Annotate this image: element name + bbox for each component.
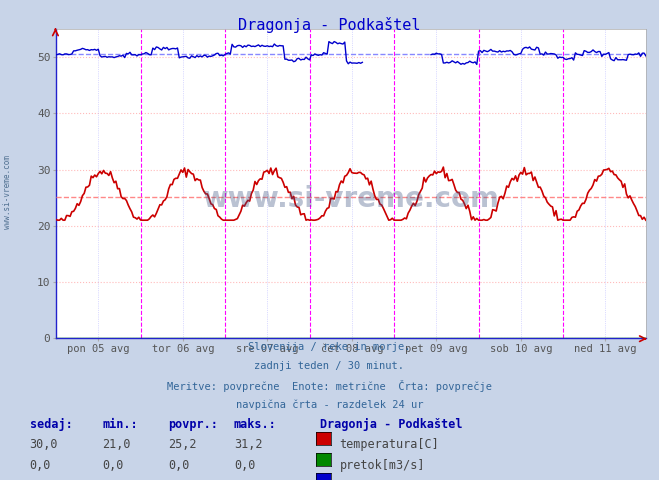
Text: povpr.:: povpr.: <box>168 418 218 431</box>
Text: min.:: min.: <box>102 418 138 431</box>
Text: zadnji teden / 30 minut.: zadnji teden / 30 minut. <box>254 361 405 371</box>
Text: 21,0: 21,0 <box>102 438 130 451</box>
Text: www.si-vreme.com: www.si-vreme.com <box>3 155 13 229</box>
Text: Dragonja - Podkaštel: Dragonja - Podkaštel <box>320 418 462 431</box>
Text: Slovenija / reke in morje.: Slovenija / reke in morje. <box>248 342 411 352</box>
Text: 30,0: 30,0 <box>30 438 58 451</box>
Text: www.si-vreme.com: www.si-vreme.com <box>202 185 500 213</box>
Text: 0,0: 0,0 <box>30 459 51 472</box>
Text: 0,0: 0,0 <box>234 459 255 472</box>
Text: 0,0: 0,0 <box>102 459 123 472</box>
Text: navpična črta - razdelek 24 ur: navpična črta - razdelek 24 ur <box>236 399 423 410</box>
Text: Meritve: povprečne  Enote: metrične  Črta: povprečje: Meritve: povprečne Enote: metrične Črta:… <box>167 380 492 392</box>
Text: pretok[m3/s]: pretok[m3/s] <box>339 459 425 472</box>
Text: temperatura[C]: temperatura[C] <box>339 438 439 451</box>
Text: 25,2: 25,2 <box>168 438 196 451</box>
Text: sedaj:: sedaj: <box>30 418 72 431</box>
Text: 0,0: 0,0 <box>168 459 189 472</box>
Text: 31,2: 31,2 <box>234 438 262 451</box>
Text: Dragonja - Podkaštel: Dragonja - Podkaštel <box>239 17 420 33</box>
Text: maks.:: maks.: <box>234 418 277 431</box>
